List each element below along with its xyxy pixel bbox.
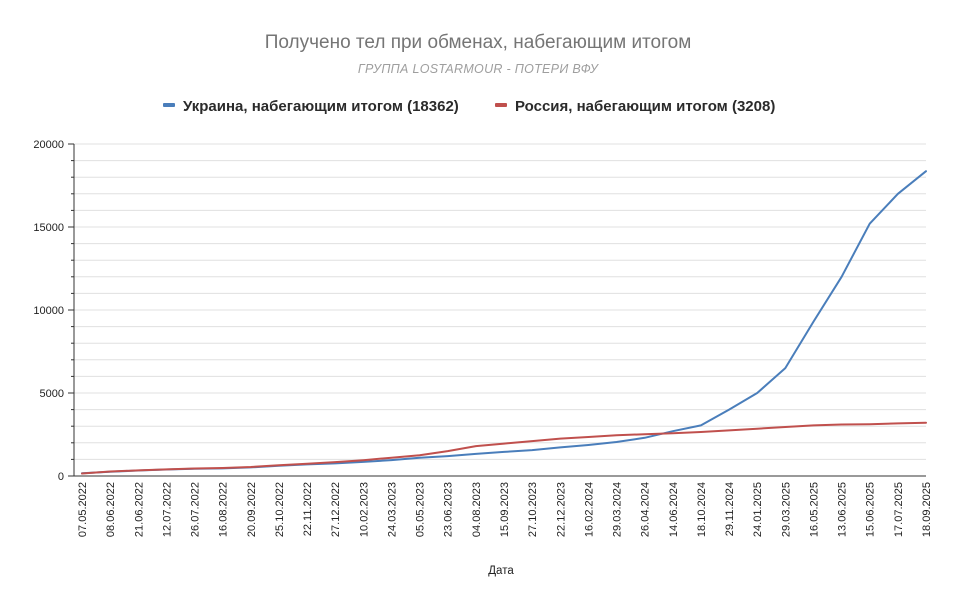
x-tick-label: 26.07.2022 — [190, 482, 202, 537]
x-tick-label: 27.10.2023 — [527, 482, 539, 537]
x-tick-label: 29.03.2025 — [780, 482, 792, 537]
x-tick-label: 18.10.2024 — [696, 482, 708, 537]
x-tick-label: 17.07.2025 — [893, 482, 905, 537]
series-lines — [81, 170, 927, 475]
chart-subtitle: ГРУППА LOSTARMOUR - ПОТЕРИ ВФУ — [358, 62, 600, 76]
x-tick-label: 12.07.2022 — [161, 482, 173, 537]
axes — [68, 143, 926, 477]
x-tick-label: 23.06.2023 — [443, 482, 455, 537]
series-line-russia — [81, 421, 927, 475]
legend-label-ukraine: Украина, набегающим итогом (18362) — [183, 98, 459, 115]
y-tick-label: 10000 — [33, 305, 64, 317]
x-tick-labels: 07.05.2022 08.06.2022 21.06.2022 12.07.2022… — [77, 482, 933, 537]
chart-title: Получено тел при обменах, набегающим ито… — [265, 32, 692, 53]
x-tick-label: 25.10.2022 — [274, 482, 286, 537]
x-tick-label: 29.11.2024 — [724, 482, 736, 536]
x-axis-title: Дата — [488, 565, 514, 577]
x-tick-label: 27.12.2022 — [330, 482, 342, 537]
x-tick-label: 10.02.2023 — [358, 482, 370, 537]
y-tick-label: 5000 — [40, 388, 64, 400]
legend-swatch-ukraine — [163, 103, 175, 107]
x-tick-label: 15.09.2023 — [499, 482, 511, 537]
x-tick-label: 22.12.2023 — [555, 482, 567, 537]
x-tick-label: 16.08.2022 — [218, 482, 230, 537]
legend-swatch-russia — [495, 103, 507, 107]
y-tick-label: 0 — [58, 471, 64, 483]
x-tick-label: 24.03.2023 — [386, 482, 398, 537]
x-tick-label: 13.06.2025 — [837, 482, 849, 537]
x-tick-label: 18.09.2025 — [921, 482, 933, 537]
x-tick-label: 08.06.2022 — [105, 482, 117, 537]
x-tick-label: 16.05.2025 — [808, 482, 820, 537]
y-tick-label: 20000 — [33, 139, 64, 151]
x-tick-label: 20.09.2022 — [246, 482, 258, 537]
legend: Украина, набегающим итогом (18362) Росси… — [163, 98, 775, 115]
legend-label-russia: Россия, набегающим итогом (3208) — [515, 98, 775, 115]
x-tick-label: 21.06.2022 — [133, 482, 145, 537]
x-tick-label: 24.01.2025 — [752, 482, 764, 537]
x-tick-label: 14.06.2024 — [668, 482, 680, 537]
x-tick-label: 16.02.2024 — [583, 482, 595, 537]
x-tick-label: 05.05.2023 — [415, 482, 427, 537]
y-tick-labels: 0 5000 10000 15000 20000 — [33, 139, 64, 483]
y-tick-label: 15000 — [33, 222, 64, 234]
x-tick-label: 07.05.2022 — [77, 482, 89, 537]
x-tick-label: 26.04.2024 — [640, 482, 652, 537]
x-tick-label: 04.08.2023 — [471, 482, 483, 537]
x-tick-label: 29.03.2024 — [612, 482, 624, 537]
x-tick-label: 22.11.2022 — [302, 482, 314, 536]
x-tick-label: 15.06.2025 — [865, 482, 877, 537]
gridlines — [74, 143, 926, 460]
series-line-ukraine — [81, 170, 927, 475]
